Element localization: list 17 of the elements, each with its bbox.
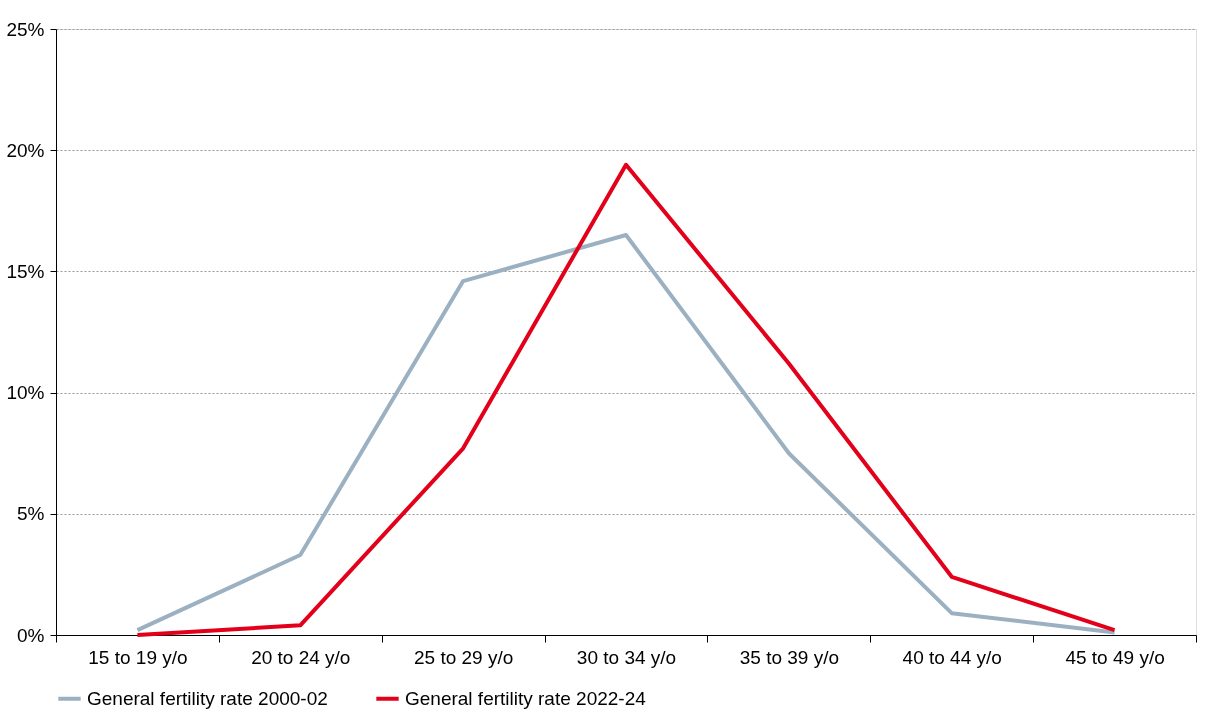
y-tick-label: 20% <box>6 139 45 161</box>
x-tick-label: 35 to 39 y/o <box>739 646 840 668</box>
x-tick-label: 40 to 44 y/o <box>902 646 1002 668</box>
y-tick-label: 5% <box>17 503 45 525</box>
x-tick-label: 15 to 19 y/o <box>88 646 188 668</box>
line-series <box>135 162 1117 637</box>
y-tick-label: 15% <box>6 260 45 282</box>
x-tick-label: 20 to 24 y/o <box>251 646 351 668</box>
x-tick-label: 45 to 49 y/o <box>1065 646 1165 668</box>
y-tick-label: 25% <box>6 18 45 40</box>
legend-label: General fertility rate 2022-24 <box>405 687 647 709</box>
line-series <box>135 233 1117 635</box>
legend-label: General fertility rate 2000-02 <box>87 687 328 709</box>
x-tick-label: 25 to 29 y/o <box>413 646 514 668</box>
y-tick-label: 10% <box>6 382 45 404</box>
x-tick-label: 30 to 34 y/o <box>576 646 677 668</box>
y-tick-label: 0% <box>17 624 45 646</box>
